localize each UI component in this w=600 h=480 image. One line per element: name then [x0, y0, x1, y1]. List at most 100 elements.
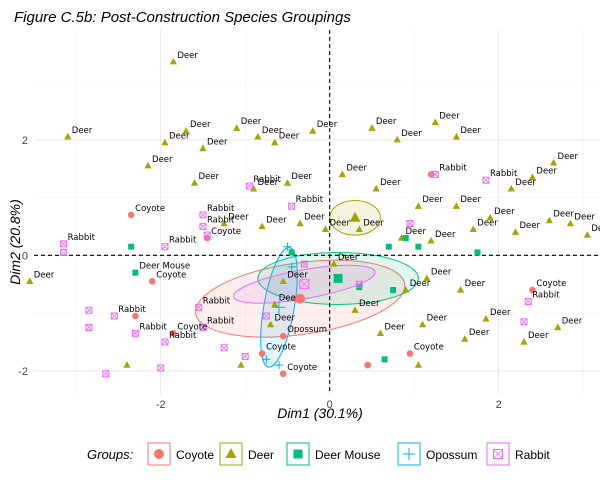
point-label: Deer — [427, 314, 448, 324]
point-label: Deer — [562, 317, 583, 327]
data-point — [431, 170, 439, 178]
point-label: Deer — [177, 51, 198, 61]
data-point — [296, 219, 304, 227]
data-point — [406, 220, 414, 228]
point-label: Deer — [228, 213, 249, 223]
point-label: Rabbit — [253, 175, 281, 185]
data-point — [402, 235, 409, 241]
data-point — [266, 320, 275, 328]
point-label: Deer — [34, 270, 55, 280]
y-tick-label: 0 — [22, 250, 28, 262]
point-label: Opossum — [287, 325, 327, 335]
data-point — [415, 243, 422, 250]
point-label: Deer — [152, 155, 173, 165]
data-point — [511, 228, 520, 235]
data-point — [128, 243, 135, 250]
data-point — [131, 329, 139, 337]
group-centroid — [333, 273, 343, 283]
data-point — [64, 132, 72, 140]
point-label: Deer — [266, 215, 287, 225]
point-label: Rabbit — [207, 317, 235, 327]
point-label: Deer — [558, 152, 579, 162]
point-label: Deer — [490, 308, 511, 318]
data-point — [199, 211, 207, 219]
data-point — [60, 248, 68, 256]
data-point — [254, 132, 262, 140]
data-point — [271, 300, 279, 308]
point-label: Deer — [574, 213, 595, 223]
data-point — [233, 124, 241, 131]
data-point — [258, 222, 266, 230]
legend-marker — [225, 448, 237, 458]
data-point — [279, 370, 287, 378]
point-label: Deer — [520, 221, 541, 231]
point-label: Deer — [494, 207, 515, 217]
data-point — [199, 324, 207, 332]
group-centroids — [272, 211, 361, 314]
data-point — [414, 361, 423, 368]
axis-ticks: -2 0 2 -2 0 2 — [18, 135, 501, 411]
data-point — [161, 243, 169, 251]
legend-key — [147, 442, 171, 466]
data-point — [85, 324, 93, 332]
point-label: Deer — [591, 224, 600, 234]
data-point — [554, 323, 562, 331]
point-label: Coyote — [414, 343, 444, 353]
data-point — [220, 219, 228, 227]
legend-label: Rabbit — [515, 448, 550, 462]
point-label: Deer — [279, 293, 300, 303]
data-point — [469, 225, 477, 232]
data-point — [161, 338, 169, 346]
data-point — [170, 330, 177, 337]
data-point — [321, 225, 330, 232]
point-label: Deer — [279, 132, 300, 142]
point-label: Deer — [338, 253, 359, 263]
point-label: Rabbit — [169, 331, 197, 341]
data-point — [283, 179, 292, 186]
data-point — [110, 312, 118, 320]
data-point — [549, 158, 558, 166]
point-label: Deer — [346, 163, 367, 173]
data-point — [529, 286, 536, 294]
data-point — [262, 312, 270, 320]
data-point — [190, 179, 199, 186]
point-label: Coyote — [177, 322, 207, 332]
legend-key — [219, 442, 243, 466]
point-label: Coyote — [135, 204, 165, 214]
point-label: Deer — [465, 279, 486, 289]
legend-marker — [493, 449, 503, 459]
data-point — [486, 213, 494, 221]
data-point — [203, 231, 211, 239]
legend-label: Coyote — [176, 448, 214, 462]
data-point — [528, 173, 537, 180]
data-point — [161, 138, 169, 146]
legend-marker — [154, 449, 164, 459]
point-label: Rabbit — [490, 169, 518, 179]
data-point — [507, 184, 515, 192]
data-point — [300, 260, 308, 268]
data-point — [132, 312, 139, 320]
group-centroid — [272, 301, 286, 314]
point-label: Rabbit — [139, 322, 167, 332]
point-label: Deer — [258, 178, 279, 188]
data-point — [402, 286, 410, 293]
point-label: Deer — [469, 328, 490, 338]
point-label: Deer — [536, 166, 557, 176]
data-point — [452, 202, 461, 209]
point-label: Deer — [460, 126, 481, 136]
data-point — [545, 216, 553, 224]
data-point — [520, 318, 528, 326]
legend-marker — [402, 447, 416, 461]
data-point — [26, 277, 34, 284]
data-point — [309, 127, 317, 134]
data-point — [376, 329, 384, 336]
reference-lines — [34, 30, 600, 394]
data-point — [423, 274, 431, 282]
point-label: Rabbit — [207, 204, 235, 214]
point-label: Deer — [553, 210, 574, 220]
point-label: Deer Mouse — [139, 262, 190, 272]
legend-key — [486, 442, 510, 466]
chart-title: Figure C.5b: Post-Construction Species G… — [14, 9, 351, 26]
data-point — [566, 219, 575, 227]
